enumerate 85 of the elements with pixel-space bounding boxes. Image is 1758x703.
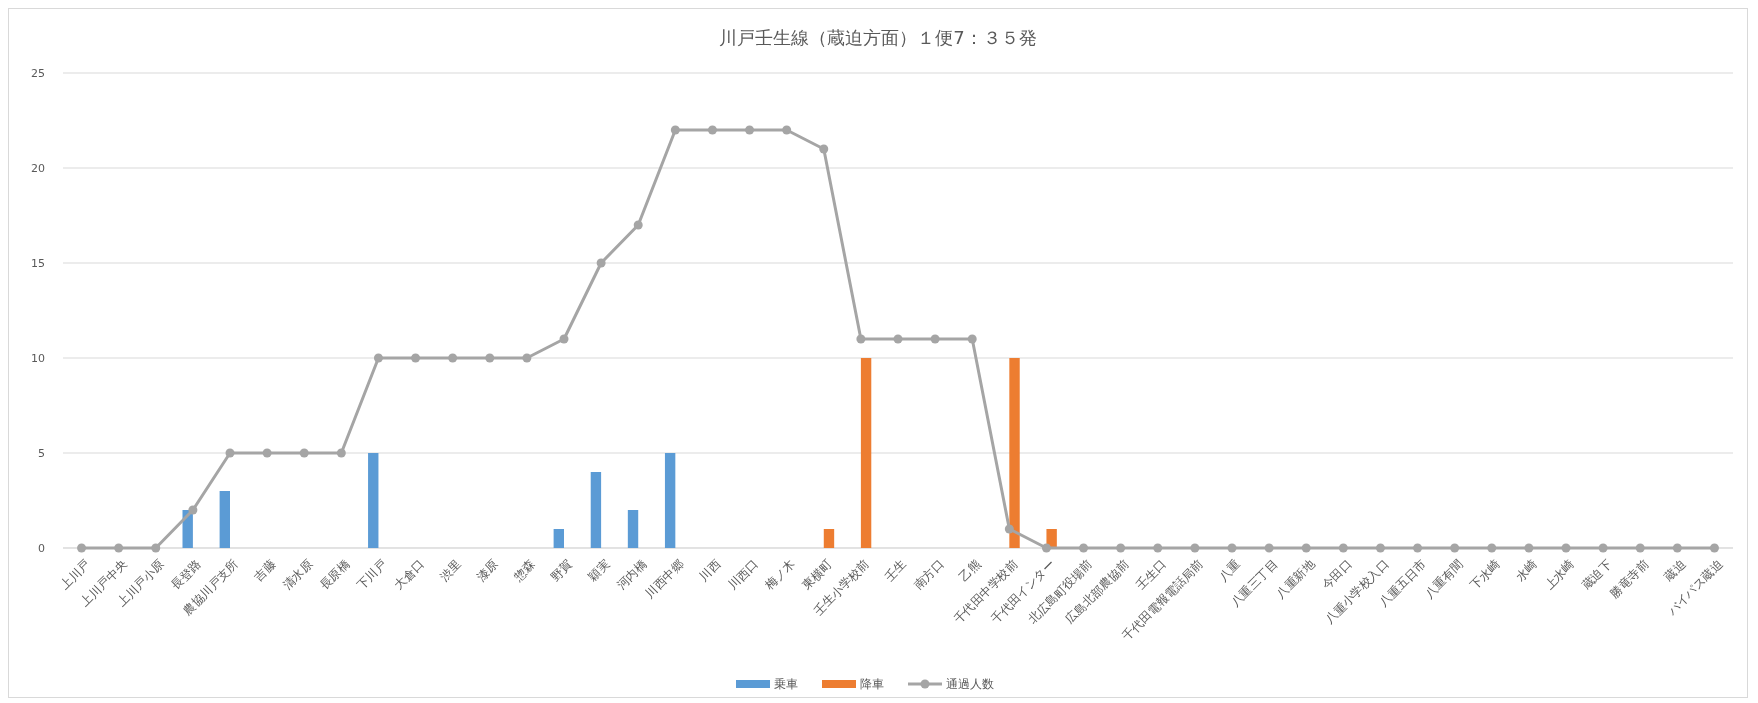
point — [1153, 543, 1163, 553]
point — [151, 543, 161, 553]
point — [1338, 543, 1348, 553]
point — [930, 334, 940, 344]
y-tick-label: 15 — [31, 256, 45, 270]
x-tick-label: 穎実 — [585, 557, 613, 585]
point — [448, 353, 458, 363]
point — [893, 334, 903, 344]
point — [967, 334, 977, 344]
point — [1264, 543, 1274, 553]
x-tick-label: 八重 — [1216, 557, 1244, 585]
x-tick-label: 野賀 — [548, 557, 576, 585]
point — [1524, 543, 1534, 553]
x-tick-label: 水崎 — [1513, 557, 1540, 585]
x-tick-label: 清水原 — [279, 557, 316, 593]
x-tick-label: 梅ノ木 — [761, 557, 798, 594]
bar — [627, 510, 639, 548]
point — [1116, 543, 1126, 553]
point — [188, 505, 198, 515]
point — [114, 543, 124, 553]
point — [707, 125, 717, 135]
point — [1413, 543, 1423, 553]
bar — [860, 358, 872, 548]
x-tick-label: 吉藤 — [251, 557, 279, 585]
point — [596, 258, 606, 268]
point — [1672, 543, 1682, 553]
x-tick-label: 下川戸 — [354, 557, 390, 593]
point — [1301, 543, 1311, 553]
point — [225, 448, 235, 458]
bar — [823, 529, 835, 548]
x-tick-label: 蔵迫 — [1661, 557, 1689, 585]
x-tick-label: 南方口 — [910, 557, 947, 593]
point — [670, 125, 680, 135]
point — [373, 353, 383, 363]
point — [299, 448, 309, 458]
point — [77, 543, 87, 553]
y-tick-label: 10 — [31, 351, 45, 365]
point — [819, 144, 829, 154]
point — [262, 448, 272, 458]
x-tick-label: 大倉口 — [391, 557, 427, 593]
bar — [590, 472, 602, 548]
x-tick-label: 長原橋 — [317, 557, 353, 593]
x-tick-label: 川西口 — [725, 557, 761, 593]
point — [1450, 543, 1460, 553]
point — [1227, 543, 1237, 553]
legend-label: 乗車 — [774, 677, 798, 692]
point — [633, 220, 643, 230]
point — [1635, 543, 1645, 553]
y-tick-label: 0 — [38, 541, 45, 555]
y-tick-label: 20 — [31, 161, 45, 175]
x-tick-label: 惣森 — [510, 557, 538, 585]
bar — [553, 529, 564, 548]
y-tick-label: 5 — [38, 446, 45, 460]
point — [782, 125, 792, 135]
x-tick-label: 川西 — [696, 557, 724, 585]
bar — [664, 453, 676, 548]
point — [1487, 543, 1497, 553]
point — [745, 125, 755, 135]
point — [856, 334, 866, 344]
point — [1190, 543, 1200, 553]
x-tick-label: 壬生 — [882, 557, 910, 585]
point — [559, 334, 569, 344]
legend-label: 降車 — [860, 677, 884, 692]
x-tick-label: 乙熊 — [956, 557, 984, 585]
point — [522, 353, 532, 363]
x-tick-label: 渋里 — [436, 557, 464, 585]
point — [1041, 543, 1051, 553]
bar — [1009, 358, 1020, 548]
chart-title: 川戸壬生線（蔵迫方面）１便7：３５発 — [719, 27, 1037, 48]
x-tick-label: 上水崎 — [1541, 557, 1578, 593]
bar — [219, 491, 230, 548]
point — [1375, 543, 1385, 553]
point — [336, 448, 346, 458]
point — [485, 353, 495, 363]
point — [1561, 543, 1571, 553]
point — [1079, 543, 1089, 553]
point — [1004, 524, 1014, 534]
bar — [368, 453, 379, 548]
x-tick-label: 漆原 — [474, 557, 501, 585]
point — [1709, 543, 1719, 553]
point — [1598, 543, 1608, 553]
legend-label: 通過人数 — [946, 677, 994, 692]
y-tick-label: 25 — [31, 66, 45, 80]
x-tick-label: 下水崎 — [1467, 557, 1503, 593]
point — [411, 353, 421, 363]
